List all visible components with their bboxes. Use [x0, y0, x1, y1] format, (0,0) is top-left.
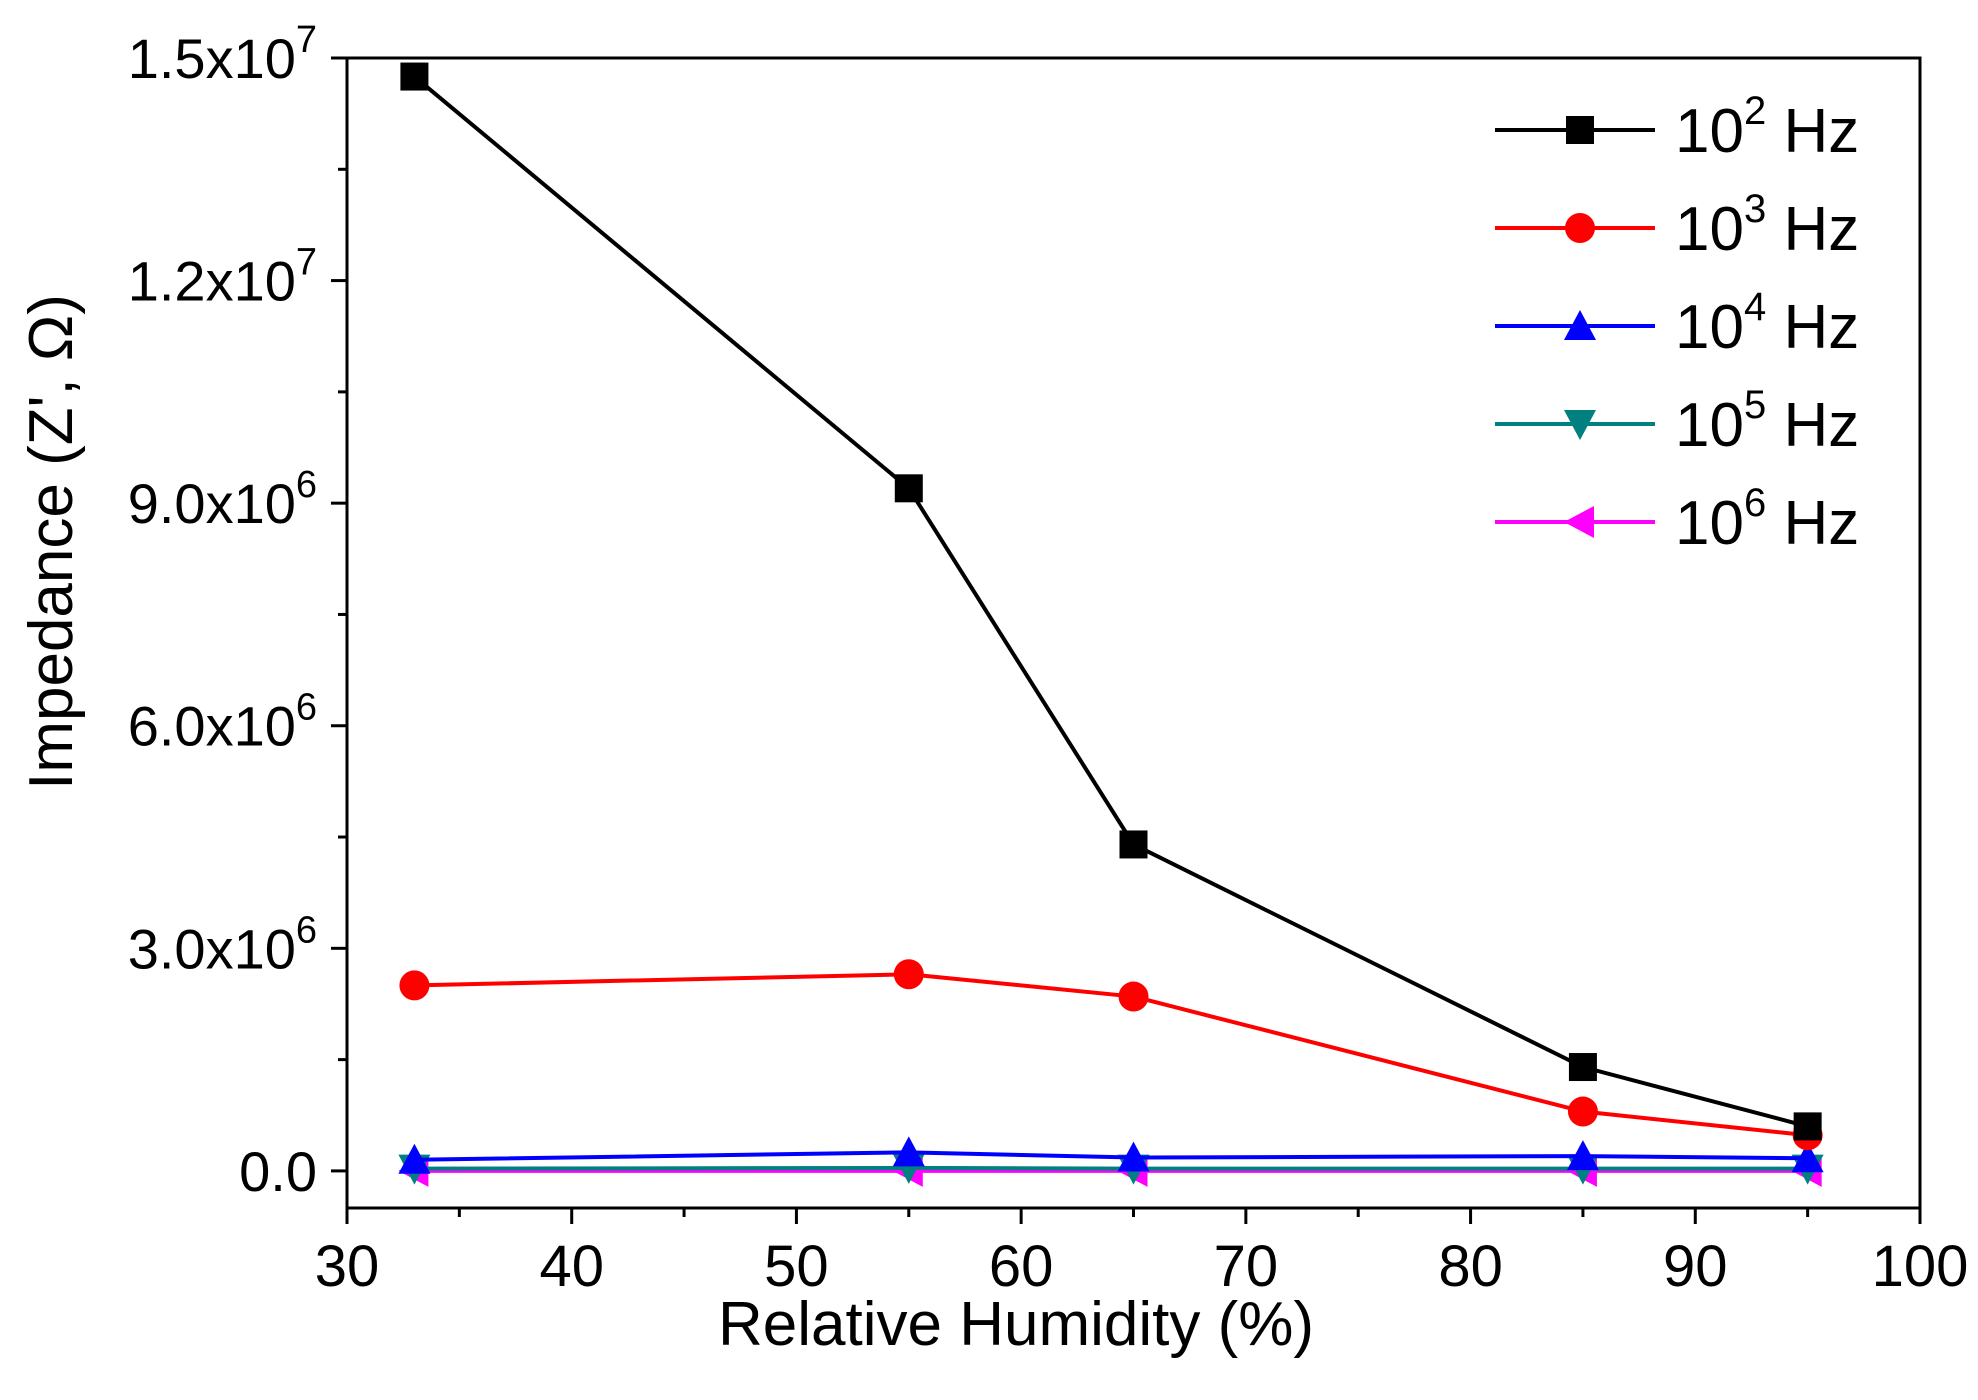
data-point — [398, 1143, 431, 1174]
y-tick-label: 1.2x107 — [128, 242, 317, 313]
x-tick-label: 50 — [764, 1234, 829, 1299]
data-point — [1117, 1141, 1150, 1172]
data-point — [1566, 1140, 1599, 1171]
x-axis-label: Relative Humidity (%) — [718, 1290, 1314, 1359]
legend-marker — [1564, 410, 1596, 440]
data-point — [892, 1136, 925, 1167]
y-tick-label: 1.5x107 — [128, 19, 317, 90]
x-tick-label: 40 — [539, 1234, 604, 1299]
legend-label: 103 Hz — [1675, 187, 1859, 264]
series-line — [414, 1165, 1808, 1171]
data-point — [1118, 981, 1149, 1012]
data-point — [1567, 1096, 1598, 1127]
legend-entry: 105 Hz — [1495, 383, 1859, 460]
legend-label: 105 Hz — [1675, 383, 1859, 460]
data-point — [894, 474, 923, 503]
legend-marker — [1565, 213, 1595, 243]
y-tick-label: 3.0x106 — [128, 909, 317, 980]
series-10-4-hz — [398, 1136, 1824, 1174]
data-point — [399, 970, 430, 1001]
x-tick-label: 30 — [315, 1234, 380, 1299]
series-line — [414, 1150, 1808, 1162]
legend-marker — [1564, 310, 1596, 340]
x-tick-label: 80 — [1438, 1234, 1503, 1299]
y-tick-label: 0.0 — [239, 1140, 317, 1203]
data-point — [1793, 1112, 1822, 1141]
data-point — [893, 959, 924, 990]
y-tick-label: 6.0x106 — [128, 687, 317, 758]
y-tick-label: 9.0x106 — [128, 464, 317, 535]
series-10-6-hz — [398, 1154, 1822, 1187]
legend-entry: 103 Hz — [1495, 187, 1859, 264]
data-point — [1791, 1142, 1824, 1173]
x-tick-label: 100 — [1872, 1234, 1969, 1299]
legend-entry: 102 Hz — [1495, 89, 1859, 166]
data-point — [400, 62, 429, 91]
legend-label: 104 Hz — [1675, 285, 1859, 362]
legend-entry: 106 Hz — [1495, 481, 1859, 558]
legend-label: 106 Hz — [1675, 481, 1859, 558]
data-point — [1119, 830, 1148, 859]
series-line — [413, 75, 1809, 1129]
legend-label: 102 Hz — [1675, 89, 1859, 166]
y-axis-label: Impedance (Z', Ω) — [17, 294, 86, 790]
series-10-3-hz — [399, 959, 1823, 1151]
legend-marker — [1564, 506, 1594, 538]
legend-entry: 104 Hz — [1495, 285, 1859, 362]
x-tick-label: 90 — [1663, 1234, 1728, 1299]
data-point — [1568, 1053, 1597, 1082]
series-line — [414, 972, 1808, 1138]
x-tick-label: 60 — [989, 1234, 1054, 1299]
x-tick-label: 70 — [1214, 1234, 1279, 1299]
series-10-2-hz — [400, 62, 1822, 1141]
legend-marker — [1566, 116, 1594, 144]
